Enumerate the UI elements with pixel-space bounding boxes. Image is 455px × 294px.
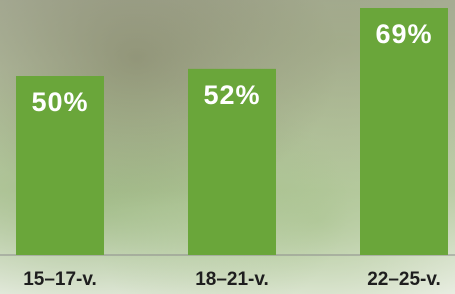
page: 50% 15–17-v. 52% 18–21-v. 69% 22–25-v. (0, 0, 455, 294)
x-tick-label: 22–25-v. (367, 269, 441, 290)
value-label: 50% (31, 87, 88, 117)
x-tick-label: 18–21-v. (195, 269, 269, 290)
x-tick-label: 15–17-v. (23, 269, 97, 290)
value-label: 69% (375, 19, 432, 49)
value-label: 52% (203, 80, 260, 110)
chart: 50% 15–17-v. 52% 18–21-v. 69% 22–25-v. (0, 0, 455, 294)
